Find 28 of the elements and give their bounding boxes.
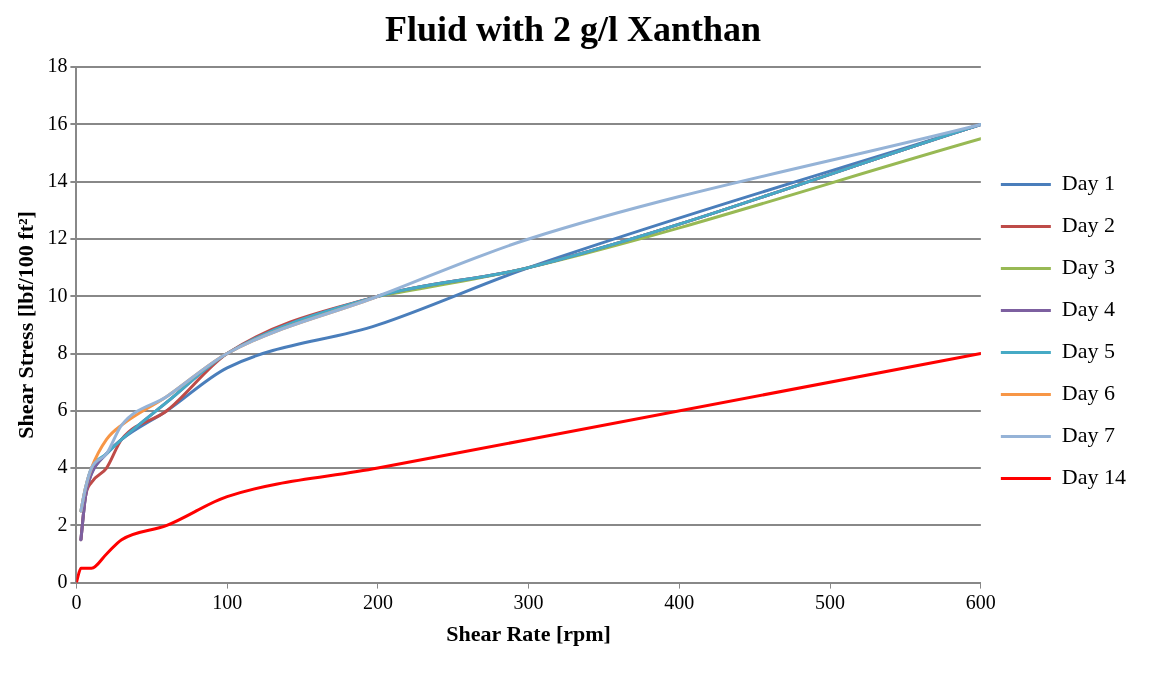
y-tick-label: 4	[57, 455, 68, 478]
x-tick-label: 500	[815, 590, 846, 613]
y-tick-label: 10	[47, 283, 68, 306]
y-axis-title: Shear Stress [lbf/100 ft²]	[12, 211, 38, 439]
legend-label: Day 5	[1061, 338, 1115, 364]
y-tick-label: 18	[47, 54, 68, 77]
x-axis-title: Shear Rate [rpm]	[446, 621, 611, 647]
y-tick-label: 14	[47, 168, 68, 191]
x-tick-label: 0	[71, 590, 82, 613]
legend-label: Day 1	[1061, 170, 1115, 196]
y-tick-label: 0	[57, 569, 68, 592]
y-tick-label: 6	[57, 398, 68, 421]
y-tick-label: 16	[47, 111, 68, 134]
chart-title: Fluid with 2 g/l Xanthan	[384, 8, 762, 49]
y-tick-label: 12	[47, 226, 68, 249]
y-tick-label: 2	[57, 512, 68, 535]
legend-label: Day 6	[1061, 380, 1115, 406]
legend-label: Day 4	[1061, 296, 1115, 322]
legend-label: Day 3	[1061, 254, 1115, 280]
legend-label: Day 2	[1061, 212, 1115, 238]
x-tick-label: 200	[362, 590, 393, 613]
x-tick-label: 300	[513, 590, 544, 613]
legend-label: Day 7	[1061, 422, 1115, 448]
y-tick-label: 8	[57, 340, 68, 363]
legend-label: Day 14	[1061, 464, 1126, 490]
x-tick-label: 400	[664, 590, 695, 613]
x-tick-label: 100	[212, 590, 243, 613]
x-tick-label: 600	[965, 590, 996, 613]
